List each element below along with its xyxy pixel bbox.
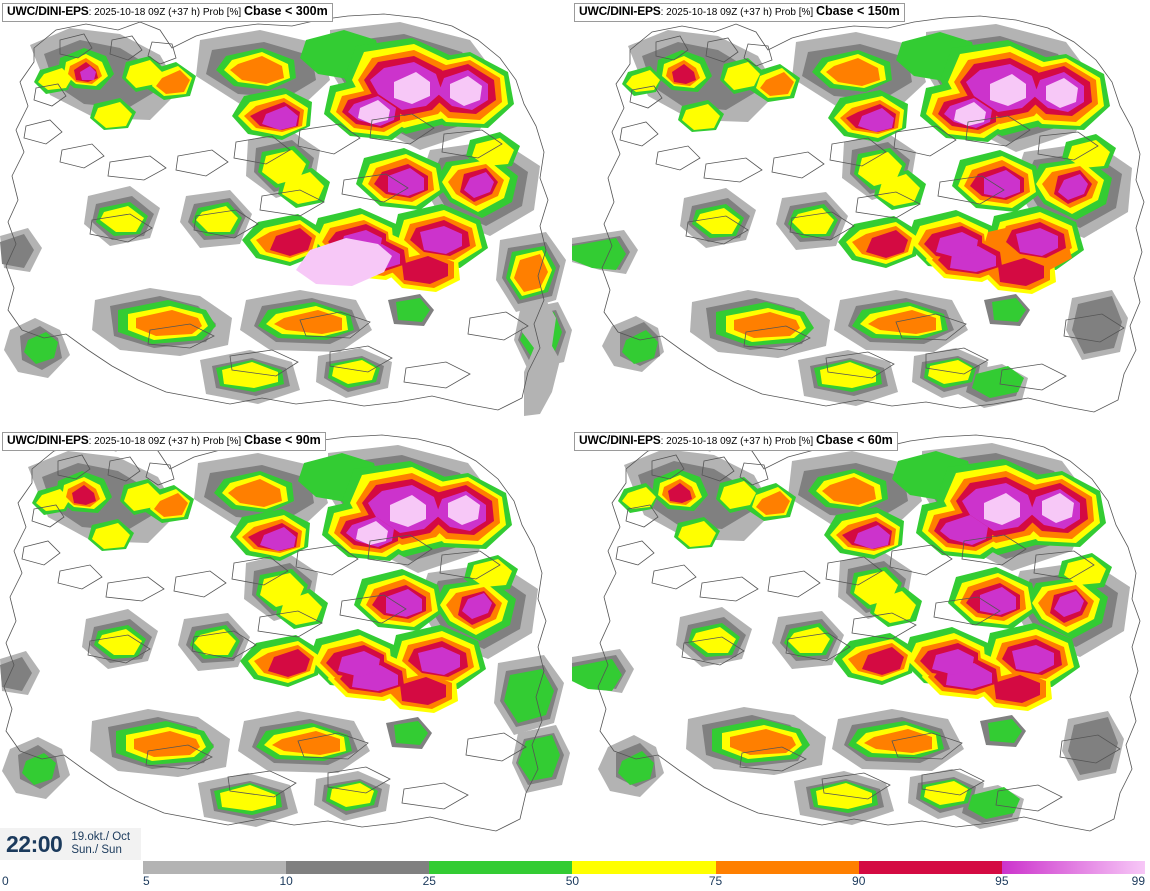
colorbar-band-magenta: [1001, 861, 1145, 874]
prob-band-99: [954, 74, 1078, 126]
valid-time-date-block: 19.okt./ Oct Sun./ Sun: [71, 831, 130, 857]
map-svg-cbase-90m: [0, 429, 575, 857]
colorbar[interactable]: [143, 861, 1145, 874]
valid-time-date: 19.okt./ Oct: [71, 831, 131, 843]
panel-run-label: : 2025-10-18 09Z (+37 h) Prob [%]: [88, 436, 244, 447]
colorbar-tick-10: 10: [279, 874, 293, 888]
prob-band-95-99: [854, 483, 1084, 689]
valid-time-block: 22:00 19.okt./ Oct Sun./ Sun: [0, 828, 141, 860]
panel-run-label: : 2025-10-18 09Z (+37 h) Prob [%]: [88, 7, 244, 18]
panel-header-cbase-300m: UWC/DINI-EPS: 2025-10-18 09Z (+37 h) Pro…: [2, 3, 333, 22]
panel-run-label: : 2025-10-18 09Z (+37 h) Prob [%]: [660, 436, 816, 447]
colorbar-tick-labels: 5 10 25 50 75 90 95 99 0: [0, 874, 1150, 888]
prob-band-99: [296, 72, 482, 286]
colorbar-band-green: [429, 861, 573, 874]
map-cbase-300m[interactable]: [0, 0, 575, 428]
panel-variable-label: Cbase < 90m: [243, 433, 321, 447]
forecast-panel-cbase-60m[interactable]: UWC/DINI-EPS: 2025-10-18 09Z (+37 h) Pro…: [572, 429, 1147, 857]
valid-time-hour: 22:00: [6, 830, 63, 857]
colorbar-tick-25: 25: [422, 874, 436, 888]
panel-model-label: UWC/DINI-EPS: [579, 4, 661, 18]
colorbar-band-yellow: [572, 861, 716, 874]
colorbar-band-light-gray: [143, 861, 287, 874]
coastline: [5, 13, 549, 411]
valid-time-weekday: Sun./ Sun: [71, 844, 122, 856]
colorbar-tick-5: 5: [143, 874, 150, 888]
colorbar-tick-90: 90: [852, 874, 866, 888]
panel-variable-label: Cbase < 150m: [815, 4, 900, 18]
forecast-panel-cbase-300m[interactable]: UWC/DINI-EPS: 2025-10-18 09Z (+37 h) Pro…: [0, 0, 575, 428]
panel-header-cbase-60m: UWC/DINI-EPS: 2025-10-18 09Z (+37 h) Pro…: [574, 432, 898, 451]
forecast-panel-cbase-90m[interactable]: UWC/DINI-EPS: 2025-10-18 09Z (+37 h) Pro…: [0, 429, 575, 857]
forecast-panel-grid: UWC/DINI-EPS: 2025-10-18 09Z (+37 h) Pro…: [0, 0, 1147, 857]
panel-header-cbase-150m: UWC/DINI-EPS: 2025-10-18 09Z (+37 h) Pro…: [574, 3, 905, 22]
map-cbase-60m[interactable]: [572, 429, 1147, 857]
legend-strip: 22:00 19.okt./ Oct Sun./ Sun 5 10 25 50 75 90…: [0, 828, 1150, 891]
panel-header-cbase-90m: UWC/DINI-EPS: 2025-10-18 09Z (+37 h) Pro…: [2, 432, 326, 451]
map-cbase-90m[interactable]: [0, 429, 575, 857]
panel-model-label: UWC/DINI-EPS: [7, 433, 89, 447]
panel-model-label: UWC/DINI-EPS: [579, 433, 661, 447]
map-svg-cbase-60m: [572, 429, 1147, 857]
colorbar-tick-75: 75: [708, 874, 723, 888]
panel-model-label: UWC/DINI-EPS: [7, 4, 89, 18]
colorbar-tick-50: 50: [565, 874, 580, 888]
map-cbase-150m[interactable]: [572, 0, 1147, 428]
colorbar-tick-95: 95: [995, 874, 1009, 888]
forecast-panel-cbase-150m[interactable]: UWC/DINI-EPS: 2025-10-18 09Z (+37 h) Pro…: [572, 0, 1147, 428]
prob-band-99: [356, 495, 480, 545]
panel-run-label: : 2025-10-18 09Z (+37 h) Prob [%]: [660, 7, 816, 18]
colorbar-tick-99: 99: [1131, 874, 1145, 888]
panel-variable-label: Cbase < 60m: [815, 433, 893, 447]
map-svg-cbase-300m: [0, 0, 575, 428]
colorbar-band-orange: [715, 861, 859, 874]
colorbar-band-dark-gray: [286, 861, 430, 874]
domain-edge-gray: [522, 300, 560, 416]
map-svg-cbase-150m: [572, 0, 1147, 428]
prob-band-99: [984, 493, 1074, 525]
colorbar-tick-0: 0: [2, 874, 9, 888]
panel-variable-label: Cbase < 300m: [243, 4, 328, 18]
coastline: [601, 15, 1145, 413]
colorbar-band-crimson: [858, 861, 1002, 874]
